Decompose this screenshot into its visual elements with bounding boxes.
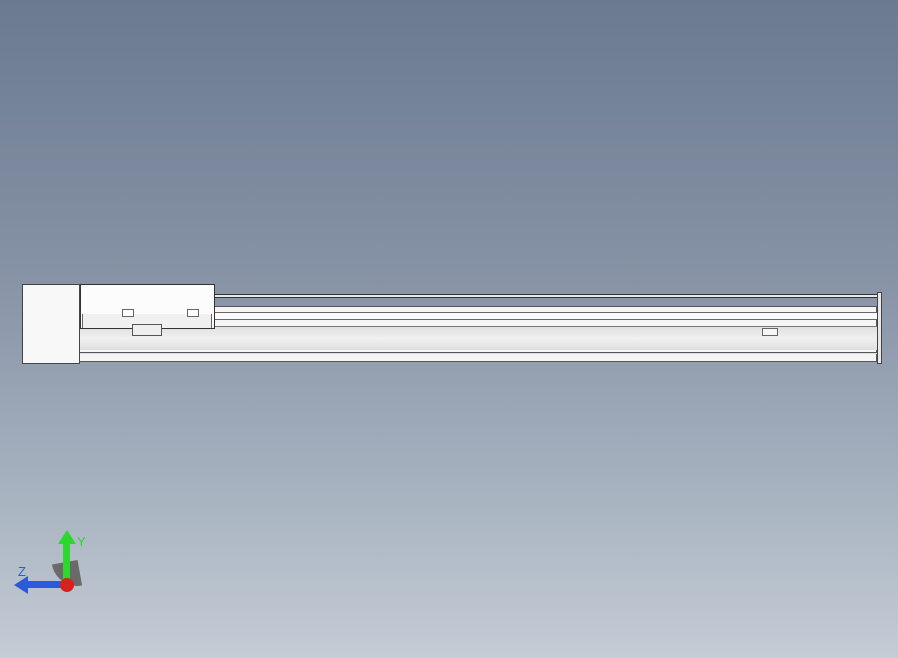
- mount-marker: [762, 328, 778, 336]
- motor-end-block: [22, 284, 80, 364]
- coordinate-triad[interactable]: Y Z: [20, 536, 90, 606]
- y-axis-arrow-icon: [58, 530, 76, 544]
- y-axis-label: Y: [77, 534, 86, 549]
- triad-origin-icon: [60, 578, 74, 592]
- rail-bottom-edge: [77, 352, 877, 354]
- carriage-marker-left: [122, 309, 134, 317]
- carriage-marker-right: [187, 309, 199, 317]
- rail-groove: [77, 326, 877, 350]
- end-cap-right: [877, 292, 882, 364]
- model-assembly[interactable]: [22, 284, 882, 370]
- cad-viewport[interactable]: Y Z: [0, 0, 898, 658]
- y-axis-indicator: [63, 540, 70, 582]
- z-axis-label: Z: [18, 564, 26, 579]
- carriage-tab: [132, 324, 162, 336]
